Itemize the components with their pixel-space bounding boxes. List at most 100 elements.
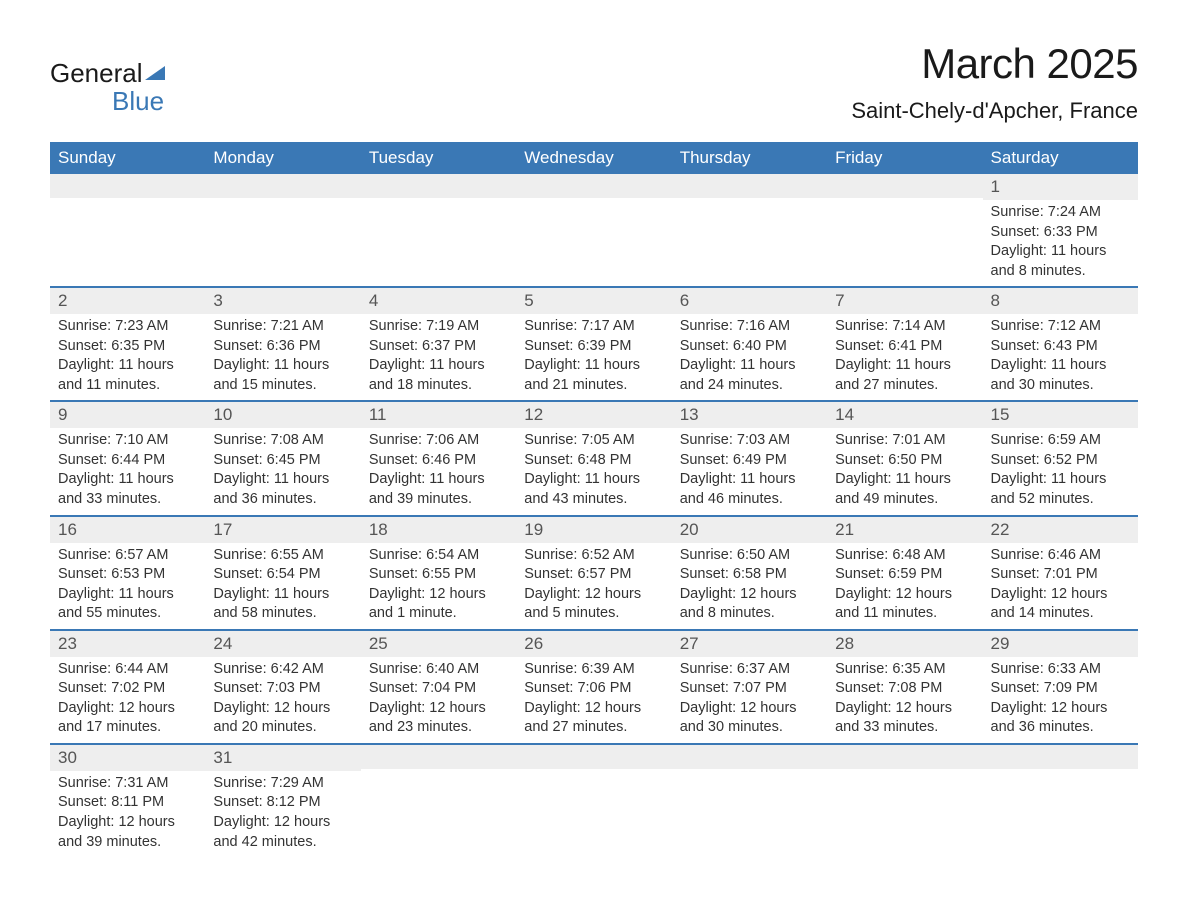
calendar-day-cell <box>361 174 516 287</box>
sunset-line: Sunset: 7:04 PM <box>369 679 508 699</box>
day-number: 21 <box>827 517 982 543</box>
sunrise-line: Sunrise: 7:06 AM <box>369 431 508 451</box>
calendar-day-cell: 6Sunrise: 7:16 AMSunset: 6:40 PMDaylight… <box>672 287 827 401</box>
sunset-line: Sunset: 7:08 PM <box>835 679 974 699</box>
day-number: 14 <box>827 402 982 428</box>
calendar-day-cell: 1Sunrise: 7:24 AMSunset: 6:33 PMDaylight… <box>983 174 1138 287</box>
day-content: Sunrise: 7:16 AMSunset: 6:40 PMDaylight:… <box>672 314 827 400</box>
sunrise-line: Sunrise: 7:24 AM <box>991 203 1130 223</box>
sunset-line: Sunset: 7:07 PM <box>680 679 819 699</box>
day-number: 27 <box>672 631 827 657</box>
daylight-line: Daylight: 11 hours and 18 minutes. <box>369 356 508 395</box>
sunset-line: Sunset: 8:11 PM <box>58 793 197 813</box>
daylight-line: Daylight: 12 hours and 30 minutes. <box>680 699 819 738</box>
logo-text-blue: Blue <box>112 86 165 117</box>
sunrise-line: Sunrise: 7:29 AM <box>213 774 352 794</box>
weekday-header: Sunday <box>50 142 205 174</box>
weekday-header: Monday <box>205 142 360 174</box>
daylight-line: Daylight: 12 hours and 14 minutes. <box>991 585 1130 624</box>
sunrise-line: Sunrise: 6:37 AM <box>680 660 819 680</box>
daylight-line: Daylight: 11 hours and 58 minutes. <box>213 585 352 624</box>
daylight-line: Daylight: 12 hours and 17 minutes. <box>58 699 197 738</box>
daylight-line: Daylight: 11 hours and 24 minutes. <box>680 356 819 395</box>
empty-content <box>516 198 671 276</box>
day-content: Sunrise: 6:54 AMSunset: 6:55 PMDaylight:… <box>361 543 516 629</box>
calendar-day-cell: 11Sunrise: 7:06 AMSunset: 6:46 PMDayligh… <box>361 401 516 515</box>
sunrise-line: Sunrise: 6:57 AM <box>58 546 197 566</box>
sunset-line: Sunset: 6:36 PM <box>213 337 352 357</box>
day-number: 4 <box>361 288 516 314</box>
sunrise-line: Sunrise: 7:16 AM <box>680 317 819 337</box>
daylight-line: Daylight: 11 hours and 11 minutes. <box>58 356 197 395</box>
logo-row-1: General <box>50 60 165 86</box>
daylight-line: Daylight: 12 hours and 39 minutes. <box>58 813 197 852</box>
location-subtitle: Saint-Chely-d'Apcher, France <box>851 98 1138 124</box>
calendar-day-cell: 20Sunrise: 6:50 AMSunset: 6:58 PMDayligh… <box>672 516 827 630</box>
daylight-line: Daylight: 12 hours and 27 minutes. <box>524 699 663 738</box>
logo-text-general: General <box>50 60 143 86</box>
calendar-day-cell <box>50 174 205 287</box>
sunrise-line: Sunrise: 6:54 AM <box>369 546 508 566</box>
sunset-line: Sunset: 6:33 PM <box>991 223 1130 243</box>
empty-content <box>361 198 516 276</box>
empty-content <box>827 198 982 276</box>
day-number: 13 <box>672 402 827 428</box>
empty-day-number <box>361 174 516 198</box>
daylight-line: Daylight: 12 hours and 23 minutes. <box>369 699 508 738</box>
calendar-day-cell: 30Sunrise: 7:31 AMSunset: 8:11 PMDayligh… <box>50 744 205 857</box>
logo: General Blue <box>50 40 165 117</box>
empty-content <box>827 769 982 847</box>
day-number: 18 <box>361 517 516 543</box>
sunrise-line: Sunrise: 7:31 AM <box>58 774 197 794</box>
sunset-line: Sunset: 6:46 PM <box>369 451 508 471</box>
empty-day-number <box>983 745 1138 769</box>
day-content: Sunrise: 7:21 AMSunset: 6:36 PMDaylight:… <box>205 314 360 400</box>
daylight-line: Daylight: 12 hours and 11 minutes. <box>835 585 974 624</box>
empty-day-number <box>827 745 982 769</box>
weekday-header: Wednesday <box>516 142 671 174</box>
calendar-day-cell: 29Sunrise: 6:33 AMSunset: 7:09 PMDayligh… <box>983 630 1138 744</box>
logo-triangle-icon <box>145 66 165 80</box>
day-content: Sunrise: 7:08 AMSunset: 6:45 PMDaylight:… <box>205 428 360 514</box>
day-number: 7 <box>827 288 982 314</box>
calendar-day-cell: 9Sunrise: 7:10 AMSunset: 6:44 PMDaylight… <box>50 401 205 515</box>
daylight-line: Daylight: 11 hours and 21 minutes. <box>524 356 663 395</box>
calendar-body: 1Sunrise: 7:24 AMSunset: 6:33 PMDaylight… <box>50 174 1138 857</box>
sunrise-line: Sunrise: 6:42 AM <box>213 660 352 680</box>
daylight-line: Daylight: 11 hours and 55 minutes. <box>58 585 197 624</box>
empty-day-number <box>672 174 827 198</box>
day-number: 16 <box>50 517 205 543</box>
calendar-day-cell: 13Sunrise: 7:03 AMSunset: 6:49 PMDayligh… <box>672 401 827 515</box>
calendar-week-row: 16Sunrise: 6:57 AMSunset: 6:53 PMDayligh… <box>50 516 1138 630</box>
day-number: 24 <box>205 631 360 657</box>
sunset-line: Sunset: 6:53 PM <box>58 565 197 585</box>
daylight-line: Daylight: 11 hours and 36 minutes. <box>213 470 352 509</box>
sunrise-line: Sunrise: 6:48 AM <box>835 546 974 566</box>
sunrise-line: Sunrise: 6:55 AM <box>213 546 352 566</box>
day-content: Sunrise: 7:23 AMSunset: 6:35 PMDaylight:… <box>50 314 205 400</box>
calendar-day-cell: 21Sunrise: 6:48 AMSunset: 6:59 PMDayligh… <box>827 516 982 630</box>
calendar-day-cell <box>516 744 671 857</box>
day-content: Sunrise: 6:55 AMSunset: 6:54 PMDaylight:… <box>205 543 360 629</box>
sunset-line: Sunset: 6:49 PM <box>680 451 819 471</box>
day-content: Sunrise: 7:05 AMSunset: 6:48 PMDaylight:… <box>516 428 671 514</box>
day-content: Sunrise: 7:06 AMSunset: 6:46 PMDaylight:… <box>361 428 516 514</box>
sunrise-line: Sunrise: 6:44 AM <box>58 660 197 680</box>
day-number: 17 <box>205 517 360 543</box>
day-number: 3 <box>205 288 360 314</box>
day-content: Sunrise: 7:12 AMSunset: 6:43 PMDaylight:… <box>983 314 1138 400</box>
day-number: 5 <box>516 288 671 314</box>
day-content: Sunrise: 6:40 AMSunset: 7:04 PMDaylight:… <box>361 657 516 743</box>
day-number: 12 <box>516 402 671 428</box>
daylight-line: Daylight: 11 hours and 52 minutes. <box>991 470 1130 509</box>
day-content: Sunrise: 7:10 AMSunset: 6:44 PMDaylight:… <box>50 428 205 514</box>
empty-day-number <box>672 745 827 769</box>
calendar-day-cell: 5Sunrise: 7:17 AMSunset: 6:39 PMDaylight… <box>516 287 671 401</box>
calendar-day-cell <box>672 174 827 287</box>
day-content: Sunrise: 7:01 AMSunset: 6:50 PMDaylight:… <box>827 428 982 514</box>
day-content: Sunrise: 6:33 AMSunset: 7:09 PMDaylight:… <box>983 657 1138 743</box>
sunrise-line: Sunrise: 6:52 AM <box>524 546 663 566</box>
calendar-day-cell: 2Sunrise: 7:23 AMSunset: 6:35 PMDaylight… <box>50 287 205 401</box>
daylight-line: Daylight: 12 hours and 36 minutes. <box>991 699 1130 738</box>
calendar-day-cell <box>983 744 1138 857</box>
